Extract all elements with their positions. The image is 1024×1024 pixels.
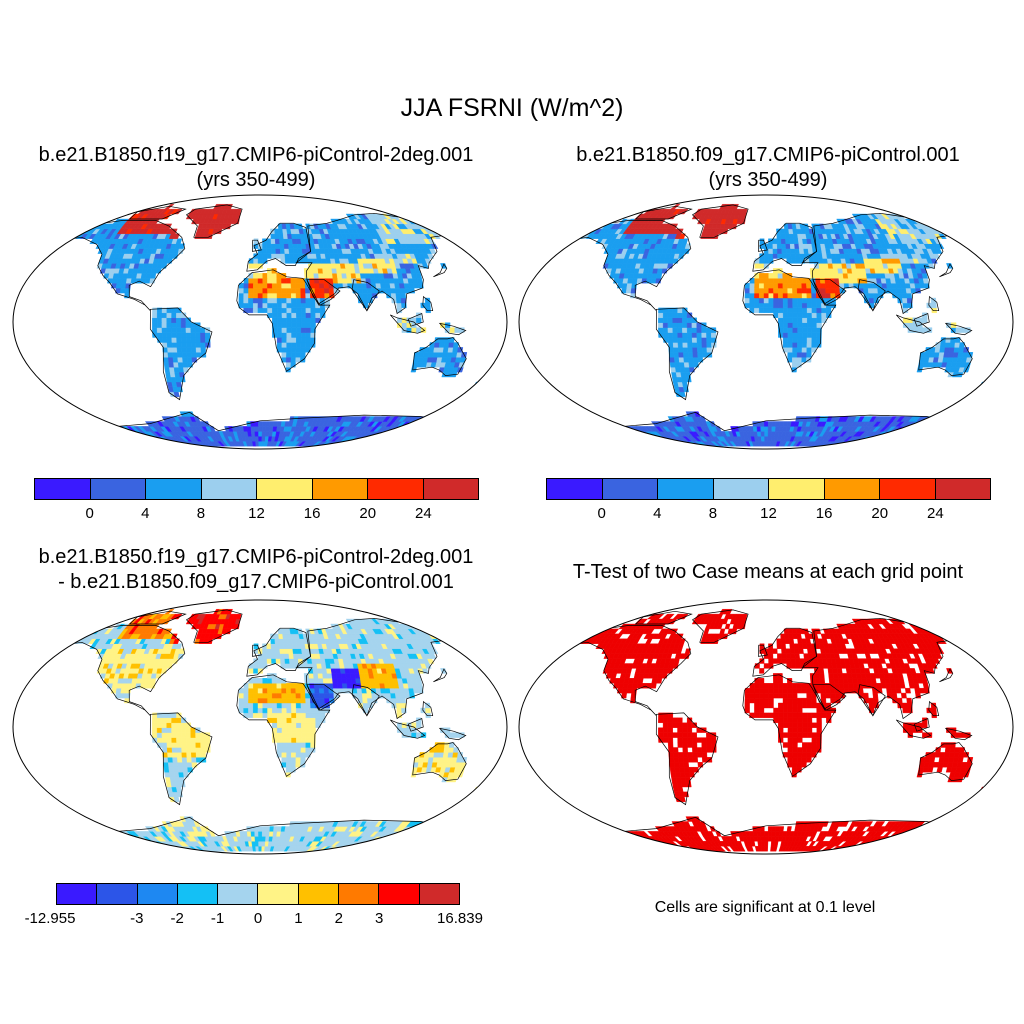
- coastlines: [58, 609, 495, 854]
- diff-title-line2: - b.e21.B1850.f09_g17.CMIP6-piControl.00…: [58, 571, 454, 593]
- case2-swatch-7: [935, 479, 990, 499]
- diff-swatch-9: [419, 884, 459, 904]
- case1-tick-label: 24: [415, 505, 432, 522]
- case2-tick-label: 12: [760, 505, 777, 522]
- case1-tick-label: 8: [196, 505, 206, 522]
- case1-swatch-5: [312, 479, 368, 499]
- case2-tick-label: 4: [653, 505, 662, 522]
- ttest-title: T-Test of two Case means at each grid po…: [572, 561, 964, 583]
- case2-swatch-2: [658, 479, 714, 499]
- case1-swatch-2: [146, 479, 202, 499]
- case1-colorbar: [34, 478, 479, 500]
- diff-tick-label: -1: [210, 910, 225, 927]
- case1-title-line1: b.e21.B1850.f19_g17.CMIP6-piControl-2deg…: [38, 144, 474, 166]
- diff-colorbar: [56, 883, 460, 905]
- case2-map: [518, 194, 1014, 450]
- case2-tick-label: 8: [708, 505, 718, 522]
- case2-swatch-3: [713, 479, 769, 499]
- diff-tick-label: 0: [253, 910, 263, 927]
- diff-swatch-6: [298, 884, 340, 904]
- diff-swatch-8: [379, 884, 420, 904]
- case1-tick-label: 16: [303, 505, 321, 522]
- map-grid-cells: [58, 203, 495, 447]
- main-title: JJA FSRNI (W/m^2): [400, 94, 624, 122]
- case1-swatch-6: [368, 479, 424, 499]
- case2-swatch-5: [824, 479, 880, 499]
- diff-swatch-2: [137, 884, 178, 904]
- diff-swatch-7: [339, 884, 380, 904]
- coastlines: [564, 609, 1001, 854]
- case2-title-line2: (yrs 350-499): [708, 169, 828, 191]
- diff-tick-label: 2: [334, 910, 343, 927]
- diff-tick-label: -3: [130, 910, 144, 927]
- ttest-map: [518, 599, 1014, 855]
- case1-swatch-1: [90, 479, 146, 499]
- diff-tick-label: -2: [170, 910, 184, 927]
- diff-tick-label: -12.955: [24, 910, 76, 927]
- ttest-significance-note: Cells are significant at 0.1 level: [654, 899, 876, 916]
- diff-swatch-1: [97, 884, 138, 904]
- case2-swatch-1: [602, 479, 658, 499]
- case2-title-line1: b.e21.B1850.f09_g17.CMIP6-piControl.001: [576, 144, 960, 166]
- case2-title: b.e21.B1850.f09_g17.CMIP6-piControl.001 …: [512, 143, 1024, 193]
- case2-tick-label: 24: [927, 505, 944, 522]
- map-border: [12, 194, 508, 450]
- case2-tick-label: 20: [871, 505, 889, 522]
- map-border: [518, 599, 1014, 855]
- case2-colorbar: [546, 478, 991, 500]
- diff-title: b.e21.B1850.f19_g17.CMIP6-piControl-2deg…: [0, 545, 512, 595]
- case1-title: b.e21.B1850.f19_g17.CMIP6-piControl-2deg…: [0, 143, 512, 193]
- map-grid-cells: [564, 203, 1001, 447]
- case1-tick-label: 4: [141, 505, 150, 522]
- case2-swatch-6: [880, 479, 936, 499]
- case1-tick-label: 20: [359, 505, 377, 522]
- map-grid-cells: [58, 608, 495, 852]
- case1-tick-label: 12: [248, 505, 265, 522]
- case2-tick-label: 0: [597, 505, 606, 522]
- map-border: [518, 194, 1014, 450]
- case1-swatch-7: [423, 479, 478, 499]
- case1-tick-label: 0: [85, 505, 94, 522]
- case1-map: [12, 194, 508, 450]
- diff-swatch-5: [258, 884, 299, 904]
- diff-map: [12, 599, 508, 855]
- case2-swatch-0: [547, 479, 603, 499]
- diff-swatch-0: [57, 884, 98, 904]
- case1-swatch-3: [201, 479, 257, 499]
- diff-swatch-4: [218, 884, 259, 904]
- diff-tick-label: 1: [294, 910, 303, 927]
- case1-swatch-0: [35, 479, 91, 499]
- case1-swatch-4: [257, 479, 313, 499]
- diff-swatch-3: [177, 884, 219, 904]
- case2-tick-label: 16: [815, 505, 833, 522]
- case2-swatch-4: [769, 479, 825, 499]
- case1-title-line2: (yrs 350-499): [196, 169, 316, 191]
- diff-title-line1: b.e21.B1850.f19_g17.CMIP6-piControl-2deg…: [38, 546, 474, 568]
- diff-tick-label: 16.839: [437, 910, 483, 927]
- map-grid-cells: [564, 608, 1001, 852]
- diff-tick-label: 3: [375, 910, 384, 927]
- map-border: [12, 599, 508, 855]
